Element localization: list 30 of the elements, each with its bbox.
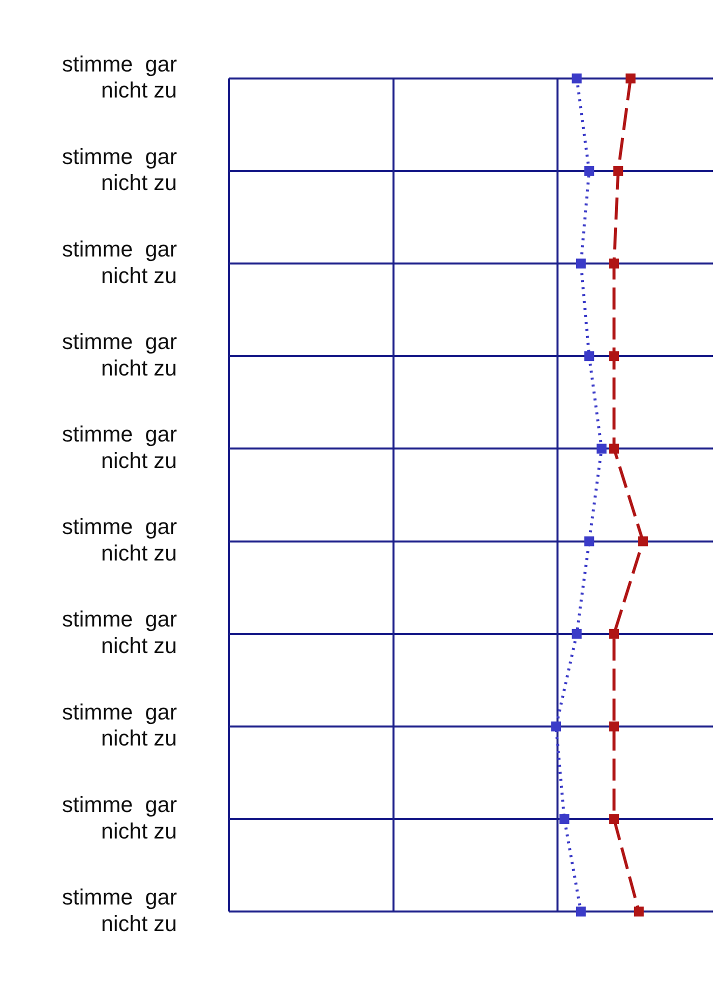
point	[634, 906, 644, 917]
y-tick-label: stimme gar nicht zu	[62, 792, 177, 844]
y-tick-label: stimme gar nicht zu	[62, 422, 177, 473]
point	[626, 73, 636, 84]
point	[551, 721, 562, 732]
point	[596, 444, 607, 454]
y-tick-label: stimme gar nicht zu	[62, 514, 177, 566]
y-tick-label: stimme gar nicht zu	[62, 884, 177, 936]
point	[559, 814, 570, 824]
y-tick-label: stimme gar nicht zu	[62, 699, 177, 751]
point	[638, 536, 648, 546]
point	[609, 351, 619, 362]
point	[584, 536, 594, 546]
point	[584, 351, 594, 362]
point	[576, 258, 586, 269]
y-tick-label: stimme gar nicht zu	[62, 606, 177, 658]
y-tick-label: stimme gar nicht zu	[62, 51, 177, 103]
y-tick-label: stimme gar nicht zu	[62, 328, 177, 380]
point	[609, 721, 619, 732]
point	[609, 444, 619, 454]
y-tick-label: stimme gar nicht zu	[62, 144, 177, 196]
point	[609, 814, 619, 824]
point	[572, 73, 582, 84]
y-tick-label: stimme gar nicht zu	[62, 236, 177, 288]
point	[613, 166, 624, 176]
point	[572, 628, 582, 639]
point	[576, 906, 586, 917]
point	[609, 258, 619, 269]
point	[584, 166, 594, 176]
point	[609, 628, 619, 639]
